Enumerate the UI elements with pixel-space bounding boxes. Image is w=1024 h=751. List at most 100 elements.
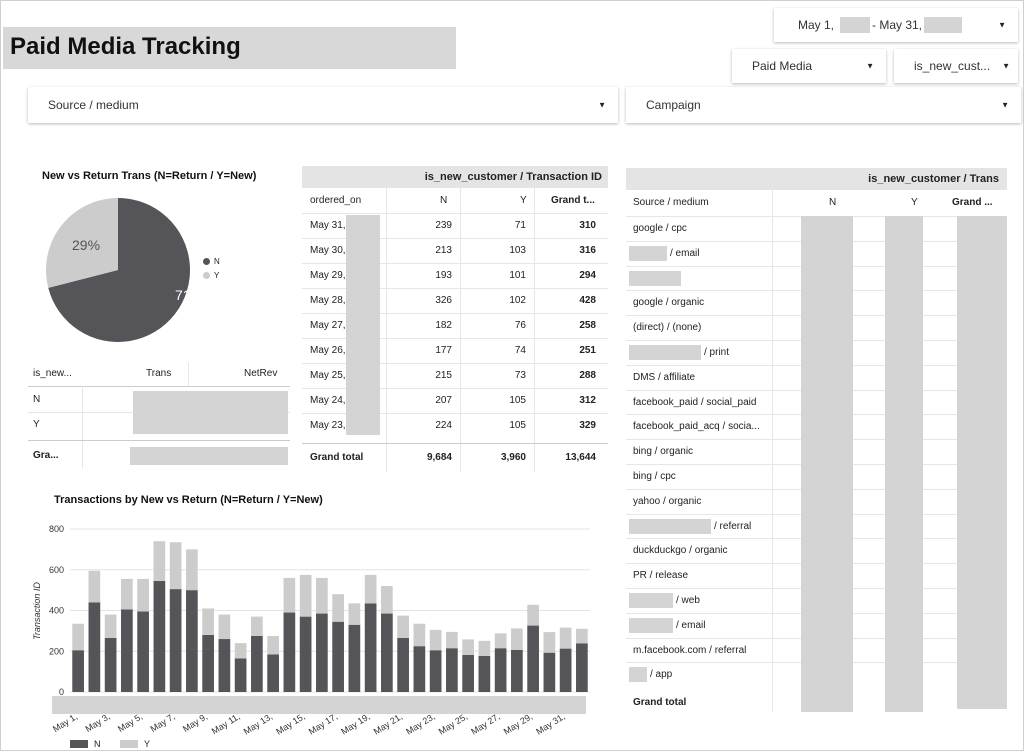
divider [302, 338, 608, 339]
paid-media-filter[interactable]: Paid Media ▼ [732, 49, 886, 83]
grand-total-y: 3,960 [500, 452, 526, 463]
bar-n[interactable] [283, 612, 296, 692]
redacted-source [629, 345, 701, 360]
x-tick-label: May 23, [404, 711, 436, 736]
bar-y[interactable] [446, 631, 458, 649]
bar-n[interactable] [576, 643, 588, 692]
source-medium-filter[interactable]: Source / medium ▼ [28, 87, 618, 123]
column-header: Y [911, 197, 918, 208]
title-bar [3, 27, 456, 69]
new-customer-filter[interactable]: is_new_cust... ▼ [894, 49, 1018, 83]
bar-y[interactable] [576, 628, 588, 644]
source-medium-cell: / referral [714, 520, 752, 532]
bar-n[interactable] [446, 648, 458, 692]
bar-y[interactable] [169, 542, 182, 590]
pie-slice-y[interactable] [45, 198, 118, 288]
bar-n[interactable] [478, 655, 491, 692]
bar-y[interactable] [462, 639, 474, 655]
table-row-label: N [33, 394, 41, 405]
bar-n[interactable] [494, 648, 507, 692]
bar-n[interactable] [364, 603, 377, 692]
table-cell-n: 239 [435, 220, 452, 231]
bar-y[interactable] [478, 640, 491, 656]
y-tick-label: 600 [49, 565, 64, 575]
bar-n[interactable] [462, 654, 474, 692]
bar-y[interactable] [299, 574, 312, 617]
bar-n[interactable] [72, 650, 84, 692]
column-header: ordered_on [310, 195, 362, 206]
chevron-down-icon: ▼ [598, 100, 606, 110]
bar-n[interactable] [397, 638, 409, 692]
bar-y[interactable] [186, 549, 198, 591]
bar-y[interactable] [364, 574, 377, 604]
bar-y[interactable] [559, 627, 572, 649]
bar-y[interactable] [218, 614, 231, 640]
x-tick-label: May 9, [181, 711, 209, 734]
bar-n[interactable] [218, 639, 231, 692]
divider [302, 213, 608, 214]
bar-y[interactable] [283, 577, 296, 613]
bar-y[interactable] [332, 594, 344, 622]
bar-y[interactable] [397, 615, 409, 639]
source-medium-cell: (direct) / (none) [633, 322, 702, 334]
redacted-year [924, 17, 962, 33]
divider [188, 362, 189, 386]
bar-n[interactable] [186, 590, 198, 692]
bar-y[interactable] [511, 628, 523, 650]
table-cell-date: May 26, [310, 345, 346, 356]
bar-y[interactable] [413, 623, 426, 647]
bar-n[interactable] [137, 611, 149, 692]
bar-y[interactable] [494, 633, 507, 649]
table-cell-y: 73 [514, 370, 526, 381]
bar-n[interactable] [153, 580, 166, 692]
bar-y[interactable] [429, 629, 442, 651]
bar-n[interactable] [381, 613, 393, 692]
bar-n[interactable] [332, 621, 344, 692]
bar-n[interactable] [121, 609, 133, 692]
bar-y[interactable] [316, 577, 328, 614]
bar-y[interactable] [251, 616, 263, 636]
bar-y[interactable] [88, 570, 101, 603]
divider [28, 440, 290, 441]
bar-n[interactable] [299, 616, 312, 692]
bar-y[interactable] [348, 603, 361, 625]
bar-y[interactable] [234, 643, 247, 659]
bar-n[interactable] [511, 649, 523, 692]
bar-n[interactable] [251, 635, 263, 692]
bar-n[interactable] [169, 589, 182, 692]
bar-y[interactable] [72, 623, 84, 651]
redacted-year [840, 17, 870, 33]
source-medium-cell: / print [704, 347, 730, 358]
legend-label-n: N [94, 739, 101, 749]
pie-label-n: 71% [175, 287, 203, 303]
bar-y[interactable] [543, 632, 556, 653]
bar-n[interactable] [234, 658, 247, 692]
bar-y[interactable] [137, 578, 149, 612]
legend-swatch-y [203, 272, 210, 279]
x-tick-label: May 25, [437, 711, 469, 736]
bar-n[interactable] [429, 650, 442, 692]
bar-y[interactable] [153, 541, 166, 581]
bar-y[interactable] [202, 608, 214, 635]
bar-n[interactable] [267, 654, 279, 692]
bar-y[interactable] [527, 604, 539, 626]
legend-swatch-n [203, 258, 210, 265]
bar-n[interactable] [316, 613, 328, 692]
bar-n[interactable] [104, 638, 117, 692]
date-range-selector[interactable]: May 1, - May 31, ▼ [774, 8, 1018, 42]
table-cell-date: May 25, [310, 370, 346, 381]
bar-y[interactable] [104, 614, 117, 639]
bar-y[interactable] [267, 635, 279, 655]
bar-n[interactable] [559, 648, 572, 692]
y-tick-label: 200 [49, 646, 64, 656]
bar-n[interactable] [543, 652, 556, 692]
campaign-filter[interactable]: Campaign ▼ [626, 87, 1021, 123]
bar-n[interactable] [202, 634, 214, 692]
bar-y[interactable] [381, 586, 393, 614]
bar-n[interactable] [348, 624, 361, 692]
bar-n[interactable] [527, 625, 539, 692]
bar-n[interactable] [413, 646, 426, 692]
pie-slice-n[interactable] [48, 198, 191, 342]
bar-n[interactable] [88, 602, 101, 692]
bar-y[interactable] [121, 578, 133, 610]
